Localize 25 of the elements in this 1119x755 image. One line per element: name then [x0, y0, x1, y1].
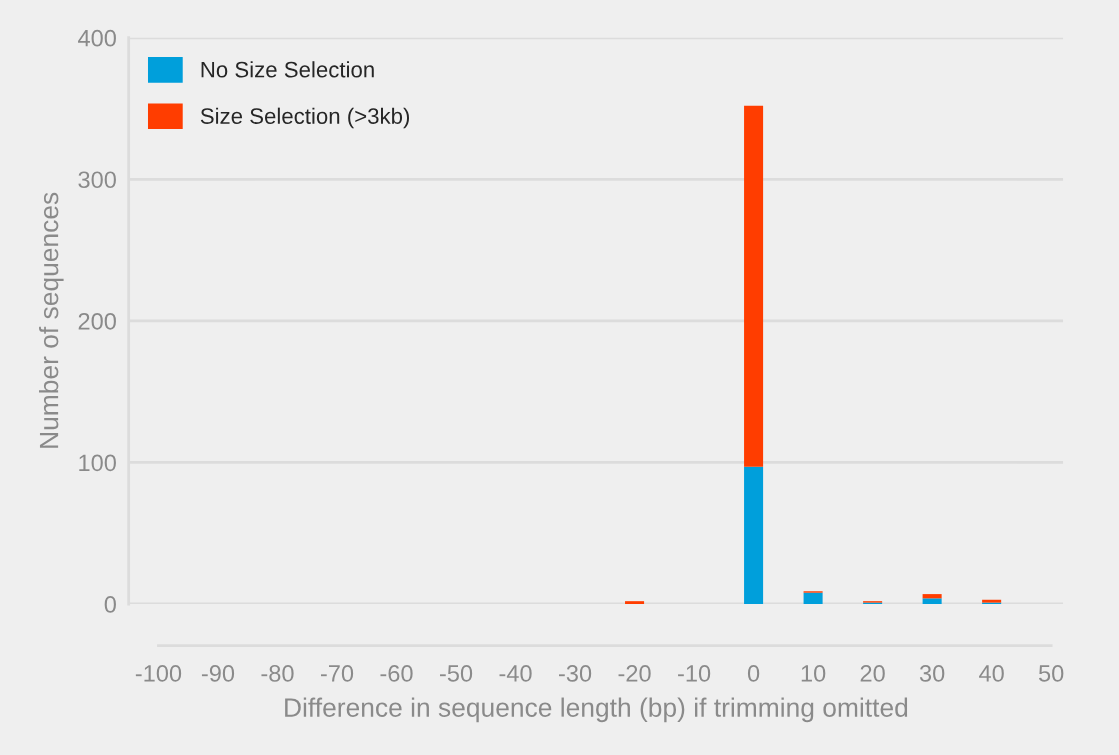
- x-tick-label: 10: [801, 665, 826, 682]
- x-tick-label: -100: [135, 665, 182, 682]
- x-tick-label: 50: [1038, 665, 1064, 682]
- x-tick-label: 20: [860, 665, 885, 682]
- x-tick-label: -80: [261, 665, 294, 682]
- y-tick-label: 0: [104, 596, 116, 613]
- x-tick-label: 40: [979, 665, 1004, 682]
- y-tick-label: 200: [78, 312, 116, 330]
- legend-label: Size Selection (>3kb): [200, 107, 410, 129]
- y-axis-title: Number of sequences: [39, 192, 64, 448]
- x-tick-label: -40: [499, 665, 532, 682]
- y-tick-label: 300: [78, 171, 116, 189]
- y-tick-label: 100: [79, 454, 116, 472]
- x-axis-title: Difference in sequence length (bp) if trimming omitted: [285, 697, 908, 723]
- x-tick-label: -60: [380, 665, 413, 682]
- x-tick-label: -50: [440, 665, 473, 682]
- x-tick-label: 0: [747, 665, 760, 682]
- y-tick-label: 400: [78, 29, 116, 47]
- x-tick-label: -10: [678, 665, 711, 682]
- legend-label: No Size Selection: [201, 61, 374, 78]
- x-tick-label: -90: [201, 665, 235, 682]
- x-tick-label: -20: [618, 665, 651, 682]
- x-tick-label: -30: [559, 665, 592, 682]
- x-tick-label: 30: [919, 665, 945, 682]
- x-tick-label: -70: [320, 665, 354, 682]
